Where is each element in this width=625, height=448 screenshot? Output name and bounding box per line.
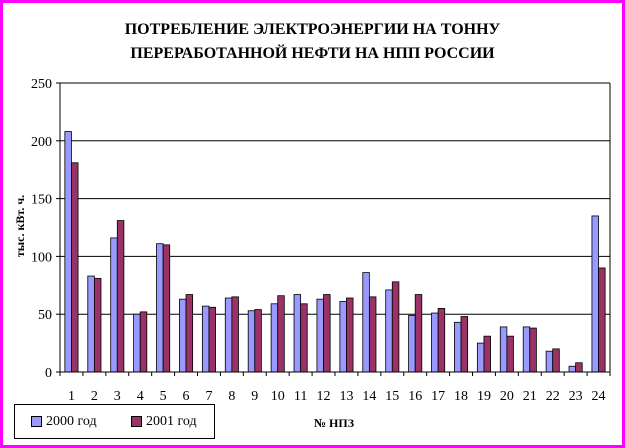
x-tick-label: 19 [477,389,491,404]
x-tick-label: 8 [228,389,235,404]
bar-2000-20 [499,326,508,373]
bar-2001-4 [139,311,148,373]
bar-2001-5 [162,244,171,373]
y-tick-label: 250 [31,77,52,92]
bar-2001-16 [414,294,423,373]
bar-2000-19 [476,342,485,373]
y-tick-label: 200 [31,135,52,150]
y-tick-label: 100 [31,250,52,265]
bar-2001-7 [208,306,216,373]
x-tick-label: 24 [592,389,606,404]
chart-title-line2: ПЕРЕРАБОТАННОЙ НЕФТИ НА НПП РОССИИ [130,45,495,62]
plot-area [60,83,610,372]
bar-2000-10 [270,303,279,373]
bar-2000-6 [179,298,187,373]
bar-2000-8 [224,297,233,373]
legend-swatch-2000 [31,416,42,427]
x-axis-label: № НПЗ [314,416,354,430]
bar-2001-6 [185,294,194,373]
bar-2000-4 [133,313,141,373]
y-axis-label: тыс. кВт. ч. [13,195,27,257]
x-tick-label: 15 [385,389,399,404]
chart-title-line1: ПОТРЕБЛЕНИЕ ЭЛЕКТРОЭНЕРГИИ НА ТОННУ [124,21,501,38]
bar-2001-10 [277,295,285,373]
bar-2000-5 [156,243,164,373]
bar-2001-11 [300,303,308,373]
x-tick-label: 17 [431,389,445,404]
x-tick-label: 14 [362,389,376,404]
x-tick-label: 11 [294,389,307,404]
bar-2001-18 [460,316,469,373]
bar-2000-22 [545,350,554,373]
bar-2000-11 [293,294,302,373]
x-tick-label: 21 [523,389,537,404]
bar-2000-24 [591,215,599,373]
y-tick-label: 150 [31,193,52,208]
bar-2000-16 [408,314,416,373]
x-tick-label: 3 [114,389,121,404]
bar-2001-15 [391,281,400,373]
legend-label-2000: 2000 год [46,414,97,429]
x-tick-label: 10 [271,389,285,404]
bar-2000-2 [87,275,95,373]
bar-2000-14 [362,272,370,373]
x-tick-label: 2 [91,389,98,404]
x-tick-label: 18 [454,389,468,404]
bar-2001-2 [93,277,102,373]
x-tick-label: 13 [339,389,353,404]
bar-2000-7 [201,305,210,373]
bar-2001-9 [254,309,262,373]
x-tick-label: 16 [408,389,422,404]
bar-2001-8 [231,296,239,373]
bar-2000-17 [431,312,439,373]
x-tick-label: 23 [569,389,583,404]
x-tick-label: 22 [546,389,560,404]
bar-2000-9 [247,310,256,373]
y-tick-label: 50 [38,308,52,323]
x-tick-label: 12 [317,389,331,404]
bar-2000-15 [385,289,393,373]
bar-2000-21 [522,326,531,373]
bar-2000-13 [339,301,347,373]
bar-2001-12 [323,294,331,373]
bar-2001-3 [116,220,125,373]
x-tick-label: 7 [205,389,212,404]
bar-2001-13 [346,297,354,373]
legend-label-2001: 2001 год [146,414,197,429]
bar-2000-23 [568,365,577,373]
bar-2000-3 [110,237,118,373]
legend-swatch-2001 [131,416,142,427]
bar-2001-1 [71,162,79,373]
x-tick-label: 20 [500,389,514,404]
legend: 2000 год 2001 год [14,404,215,439]
bar-2001-21 [529,327,537,373]
bar-2001-22 [552,348,560,373]
bar-2001-24 [598,267,606,373]
x-tick-label: 1 [68,389,75,404]
y-tick-label: 0 [45,366,52,381]
bar-2001-14 [368,296,377,373]
bar-2001-19 [483,335,491,373]
bar-2001-20 [506,335,514,373]
x-tick-label: 9 [251,389,258,404]
bar-2000-18 [454,321,462,373]
x-tick-label: 6 [183,389,190,404]
x-tick-label: 4 [137,389,144,404]
bar-2000-12 [316,298,324,373]
bar-2001-17 [437,308,446,373]
bar-2001-23 [575,362,583,373]
x-tick-label: 5 [160,389,167,404]
bar-2000-1 [64,131,72,373]
